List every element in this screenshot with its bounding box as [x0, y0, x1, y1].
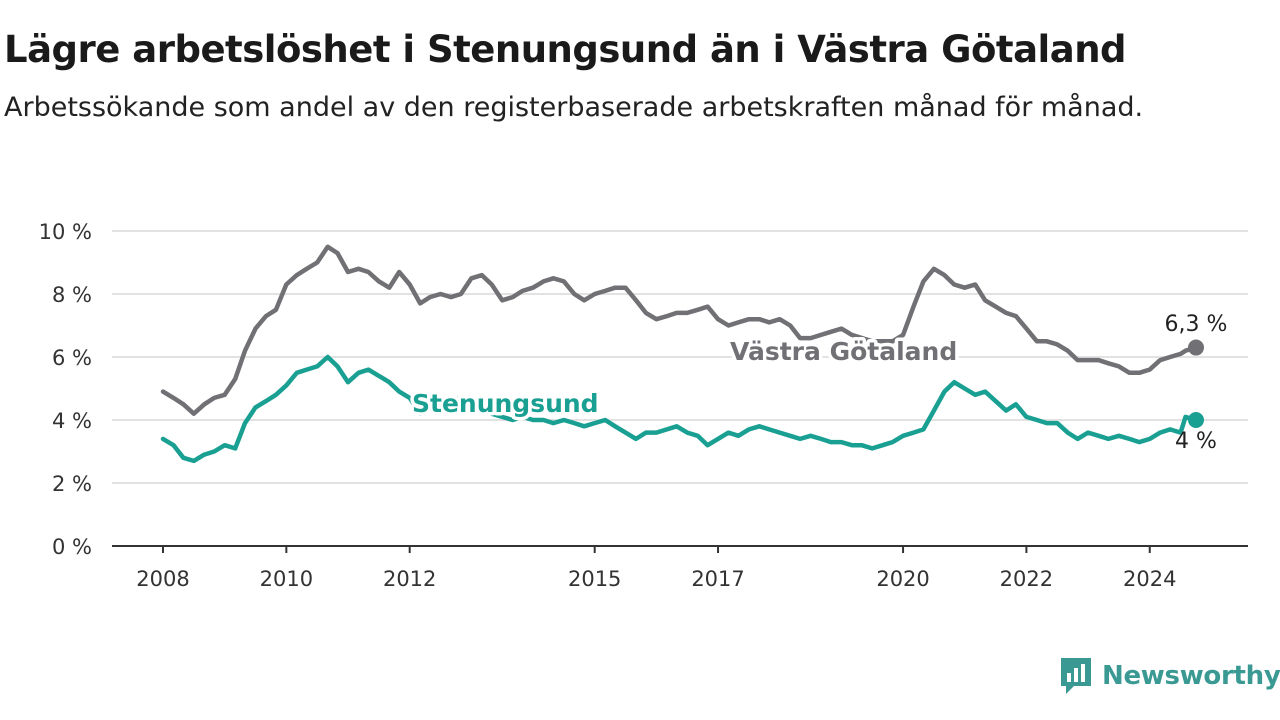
series-line-0	[160, 244, 1199, 416]
newsworthy-logo: Newsworthy	[1058, 654, 1280, 698]
y-tick-label: 8 %	[52, 283, 92, 307]
y-tick-label: 2 %	[52, 472, 92, 496]
series-line-1	[160, 354, 1199, 464]
series-end-label-0: 6,3 %	[1165, 312, 1228, 337]
y-tick-label: 6 %	[52, 346, 92, 370]
grid-lines	[112, 230, 1248, 484]
x-tick-label: 2008	[136, 567, 189, 591]
series-name-label-0: Västra Götaland	[730, 337, 957, 366]
y-tick-label: 0 %	[52, 535, 92, 559]
series-name-label-1: Stenungsund	[412, 389, 599, 418]
y-tick-label: 4 %	[52, 409, 92, 433]
series-labels: 6,3 % 4 % Västra Götaland Stenungsund	[409, 312, 1228, 454]
x-axis: 2008 2010 2012 2015 2017 2020 2022 2024	[112, 545, 1248, 591]
x-tick-label: 2017	[691, 567, 744, 591]
newsworthy-logo-icon	[1061, 658, 1091, 694]
chart-title: Lägre arbetslöshet i Stenungsund än i Vä…	[4, 28, 1127, 71]
x-tick-label: 2020	[876, 567, 929, 591]
series-end-label-1: 4 %	[1175, 429, 1217, 454]
series-end-point-1	[1188, 412, 1204, 428]
series-lines	[160, 244, 1204, 464]
x-tick-label: 2012	[383, 567, 436, 591]
brand-name: Newsworthy	[1102, 661, 1280, 691]
series-end-point-0	[1188, 339, 1204, 356]
y-tick-label: 10 %	[39, 220, 92, 244]
chart-subtitle: Arbetssökande som andel av den registerb…	[4, 92, 1144, 123]
x-tick-label: 2010	[260, 567, 313, 591]
x-tick-label: 2022	[1000, 567, 1053, 591]
y-axis: 0 % 2 % 4 % 6 % 8 % 10 %	[39, 220, 92, 559]
x-tick-label: 2015	[568, 567, 621, 591]
x-tick-label: 2024	[1123, 567, 1176, 591]
